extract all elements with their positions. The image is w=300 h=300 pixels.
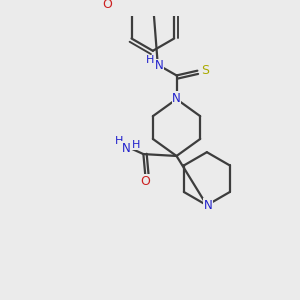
Text: H: H — [132, 140, 140, 150]
Text: O: O — [102, 0, 112, 11]
Text: N: N — [203, 199, 212, 212]
Text: H: H — [146, 55, 154, 65]
Text: O: O — [140, 175, 150, 188]
Text: N: N — [122, 142, 131, 155]
Text: H: H — [115, 136, 123, 146]
Text: S: S — [201, 64, 209, 77]
Text: N: N — [155, 59, 164, 73]
Text: N: N — [172, 92, 181, 105]
